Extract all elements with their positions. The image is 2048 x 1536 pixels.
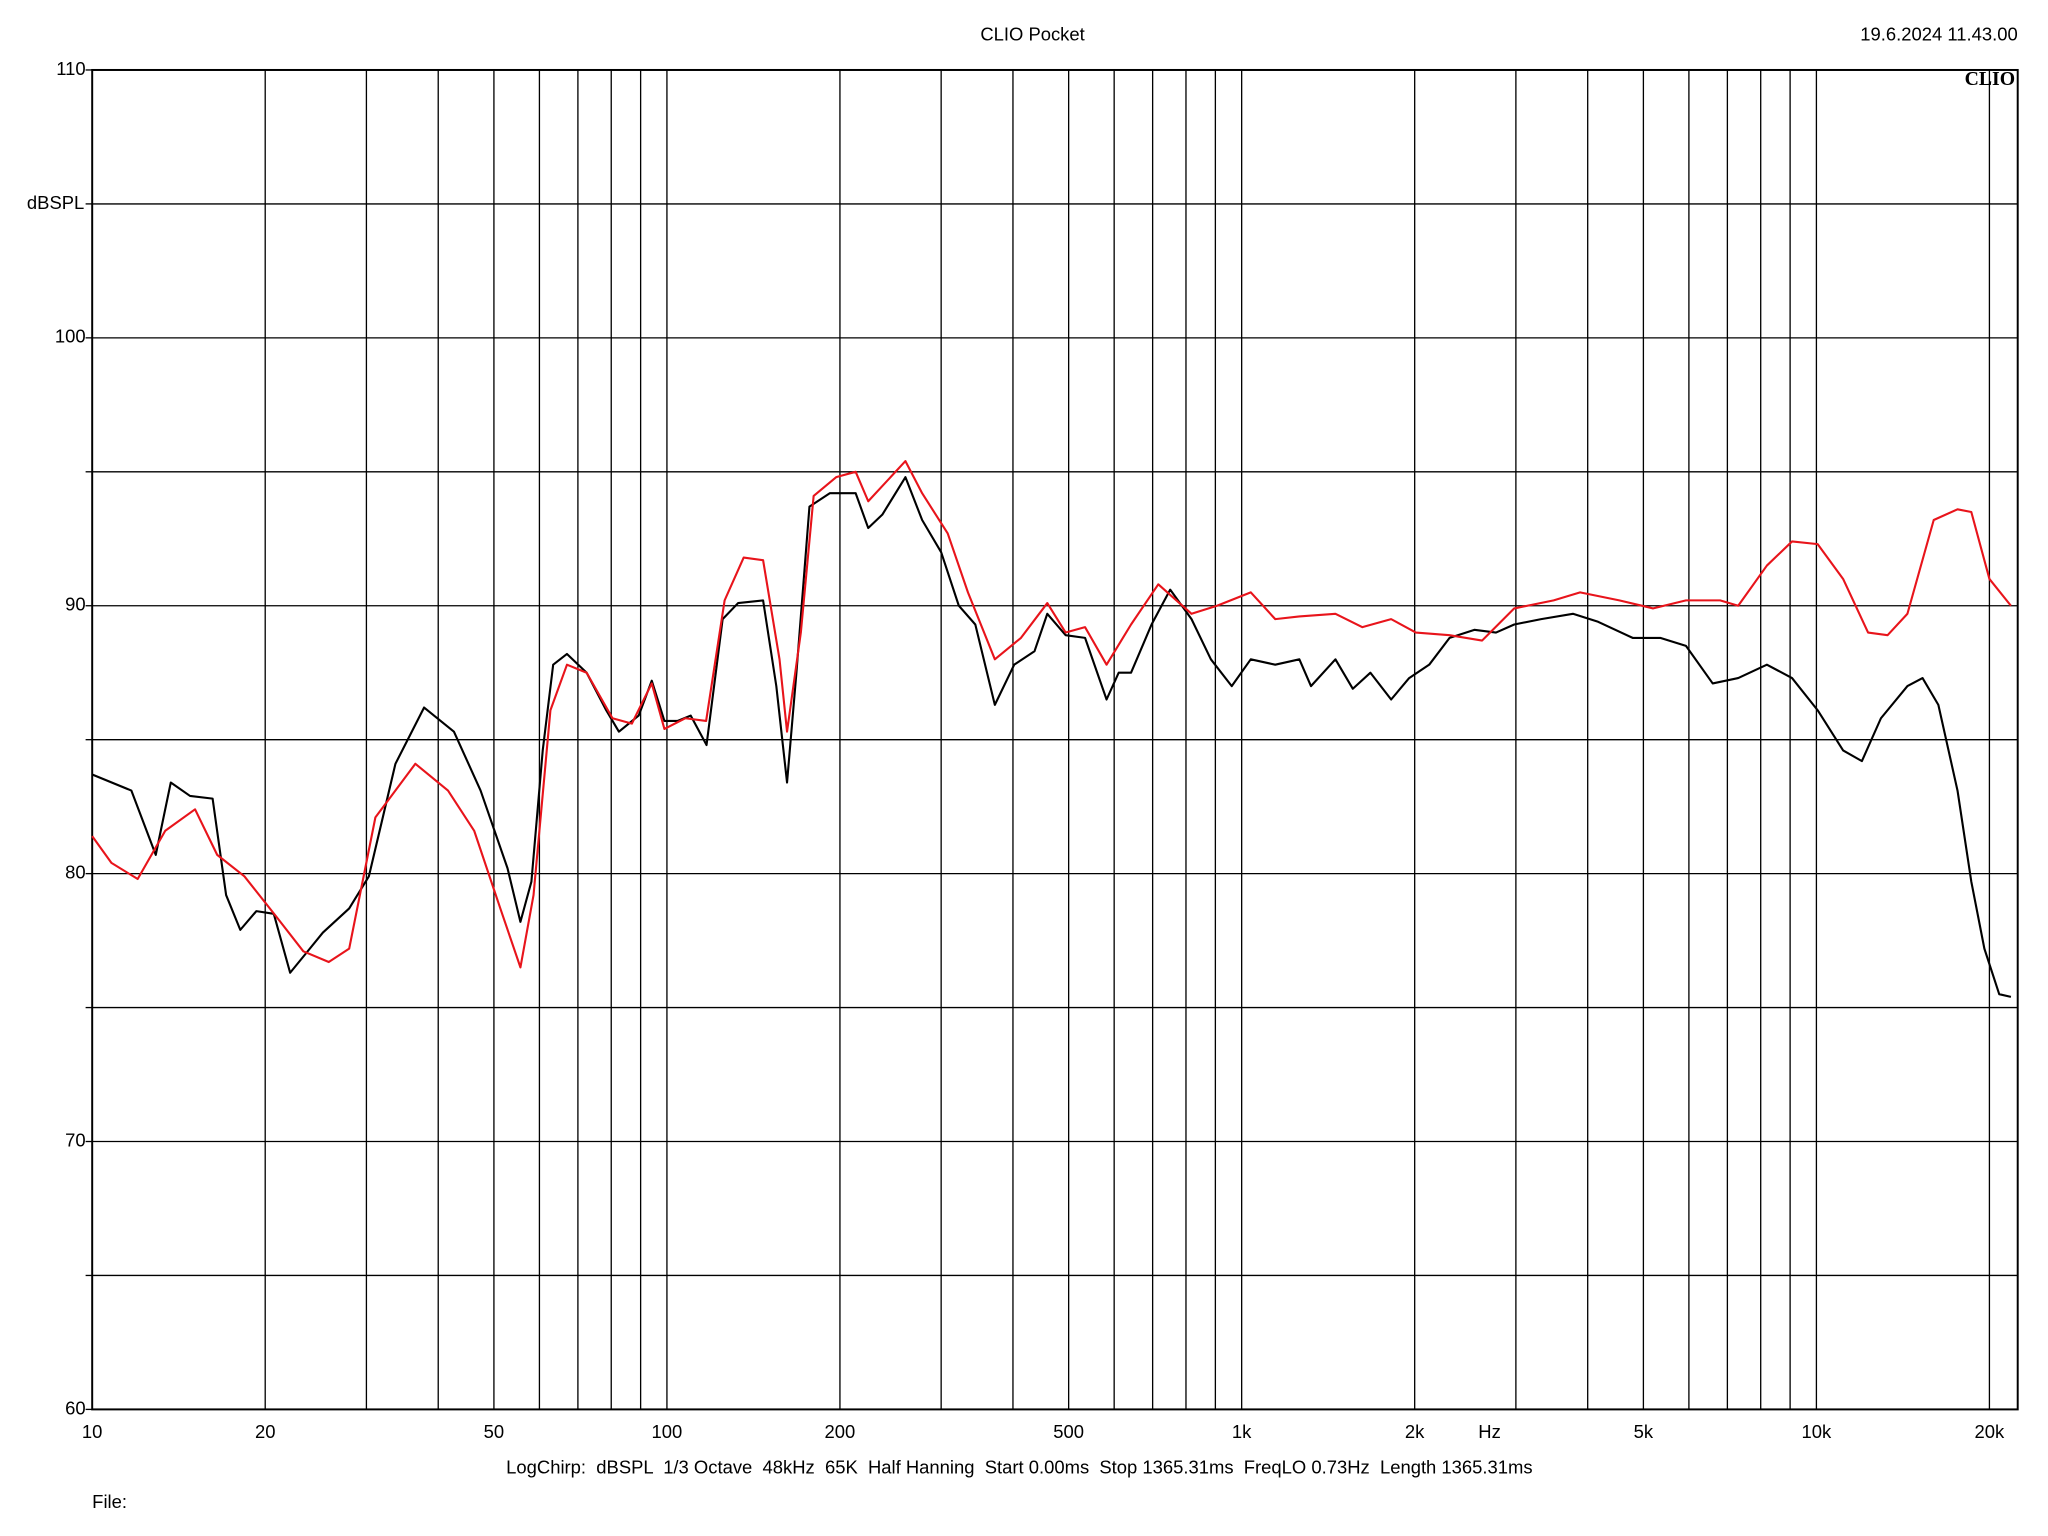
x-tick-label: 50 [484,1421,505,1442]
x-tick-label: 500 [1053,1421,1084,1442]
plot-frame [91,68,2019,1411]
x-tick-label: 5k [1634,1421,1654,1442]
file-label: File: [92,1491,127,1512]
footer: LogChirp: dBSPL 1/3 Octave 48kHz 65K Hal… [506,1457,1532,1478]
x-tick-label: 20 [255,1421,276,1442]
y-tick-label: 70 [65,1129,86,1150]
x-tick-label: 10 [82,1421,103,1442]
y-tick-label: 60 [65,1397,86,1418]
series-line [91,476,2012,998]
y-axis-label: dBSPL [27,192,84,213]
x-tick-label: 2k [1405,1421,1425,1442]
series-line [91,460,2012,969]
y-tick-label: 80 [65,862,86,883]
y-tick-label: 110 [56,58,85,79]
y-tick-label: 100 [55,326,86,347]
timestamp: 19.6.2024 11.43.00 [1860,24,2017,45]
chart-title: CLIO Pocket [980,24,1084,45]
x-axis-label: Hz [1478,1421,1501,1442]
x-tick-label: 1k [1232,1421,1252,1442]
x-tick-label: 200 [825,1421,856,1442]
x-tick-label: 20k [1975,1421,2005,1442]
x-tick-label: 100 [652,1421,683,1442]
y-tick-label: 90 [65,594,86,615]
x-tick-label: 10k [1802,1421,1832,1442]
